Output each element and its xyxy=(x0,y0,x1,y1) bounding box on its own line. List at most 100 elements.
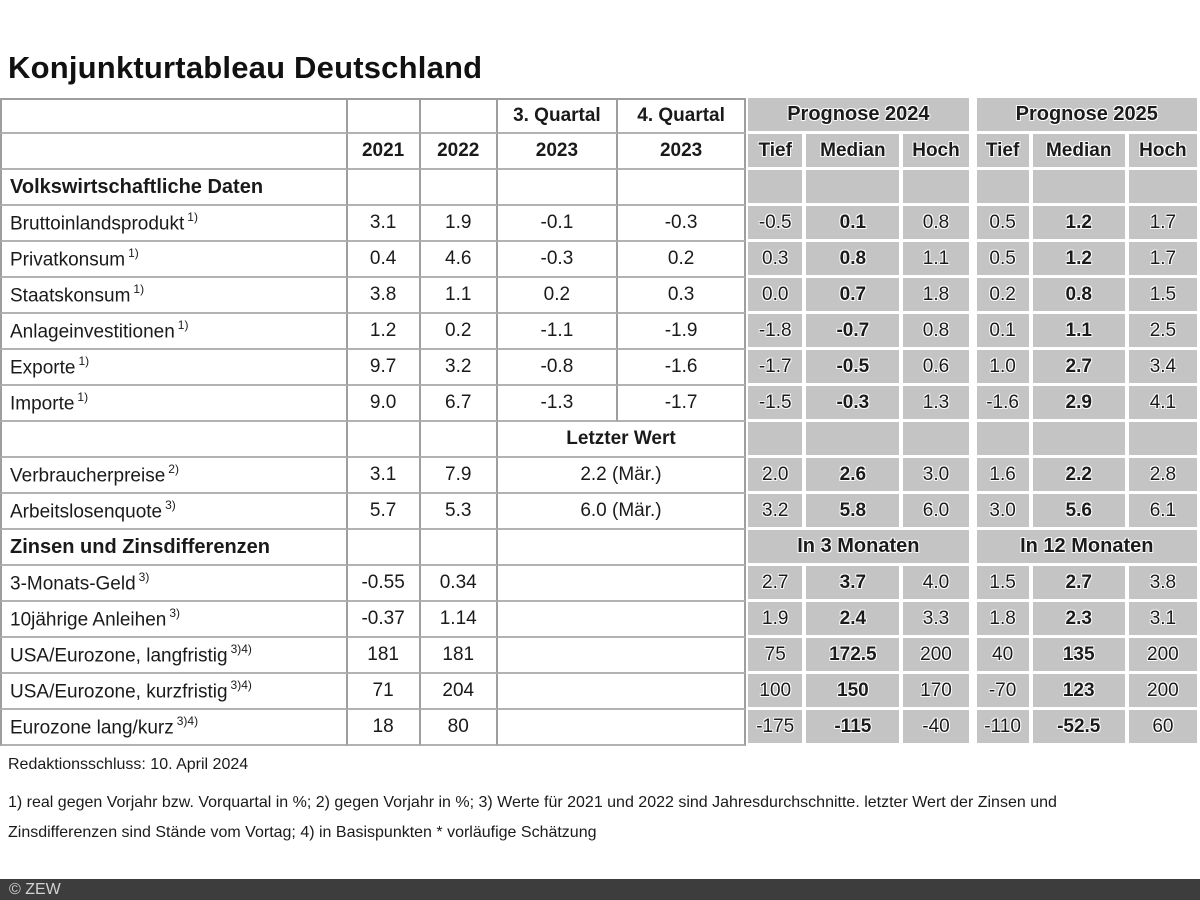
cell-hoch: 2.5 xyxy=(1126,314,1199,350)
cell-tief: -175 xyxy=(746,710,805,746)
footnote-sup: 3) xyxy=(165,497,176,512)
empty-forecast-cell xyxy=(1030,422,1127,458)
cell-value: 1.14 xyxy=(420,602,498,638)
cell-median: 2.4 xyxy=(804,602,902,638)
cell-value: -1.9 xyxy=(617,314,747,350)
cell-median: 2.6 xyxy=(804,458,902,494)
cell-value: 80 xyxy=(420,710,498,746)
cell-tief: -70 xyxy=(970,674,1031,710)
header-tief-2024: Tief xyxy=(746,134,805,170)
cell-hoch: 6.0 xyxy=(901,494,971,530)
cell-tief: -1.8 xyxy=(746,314,805,350)
header-median-2024: Median xyxy=(804,134,902,170)
cell-value: -1.3 xyxy=(497,386,618,422)
cell-tief: 0.0 xyxy=(746,278,805,314)
row-label-text: Verbraucherpreise xyxy=(10,465,166,487)
header-letzter-wert: Letzter Wert xyxy=(497,422,747,458)
table-row-eurozone-lang-kurz: Eurozone lang/kurz 3)4) 18 80 -175 -115 -… xyxy=(0,710,1199,746)
empty-forecast-cell xyxy=(970,170,1031,206)
row-label-text: Privatkonsum xyxy=(10,249,126,271)
empty-cell xyxy=(347,530,421,566)
header-q4-year: 2023 xyxy=(617,134,747,170)
cell-median: 172.5 xyxy=(804,638,902,674)
table-row-10jaehrige-anleihen: 10jährige Anleihen 3) -0.37 1.14 1.9 2.4 … xyxy=(0,602,1199,638)
cell-value: 1.1 xyxy=(420,278,498,314)
cell-hoch: 3.1 xyxy=(1126,602,1199,638)
redaktionsschluss-note: Redaktionsschluss: 10. April 2024 xyxy=(8,756,249,773)
cell-value: 204 xyxy=(420,674,498,710)
row-label-text: USA/Eurozone, langfristig xyxy=(10,645,228,667)
cell-hoch: 3.4 xyxy=(1126,350,1199,386)
cell-value: 9.7 xyxy=(347,350,421,386)
cell-hoch: 200 xyxy=(1126,674,1199,710)
footnote-sup: 1) xyxy=(78,353,90,368)
cell-letzter-wert: 2.2 (Mär.) xyxy=(497,458,747,494)
cell-value: 1.2 xyxy=(347,314,421,350)
cell-value: 71 xyxy=(347,674,421,710)
cell-hoch: 1.7 xyxy=(1126,206,1199,242)
cell-tief: 1.9 xyxy=(746,602,805,638)
cell-median: 135 xyxy=(1030,638,1127,674)
table-row-arbeitslosenquote: Arbeitslosenquote 3) 5.7 5.3 6.0 (Mär.) 3… xyxy=(0,494,1199,530)
cell-median: -52.5 xyxy=(1030,710,1127,746)
page-title: Konjunkturtableau Deutschland xyxy=(8,50,483,85)
cell-tief: 75 xyxy=(746,638,805,674)
cell-value: 18 xyxy=(347,710,421,746)
row-label-text: Exporte xyxy=(10,357,76,379)
cell-tief: 40 xyxy=(970,638,1031,674)
cell-value: 0.4 xyxy=(347,242,421,278)
cell-hoch: 60 xyxy=(1126,710,1199,746)
empty-cell xyxy=(0,98,348,134)
cell-value: 5.3 xyxy=(420,494,498,530)
cell-value: 0.2 xyxy=(617,242,747,278)
cell-hoch: 0.6 xyxy=(901,350,971,386)
row-label: Staatskonsum 1) xyxy=(0,278,348,314)
cell-median: 1.2 xyxy=(1030,242,1127,278)
row-label: Eurozone lang/kurz 3)4) xyxy=(0,710,348,746)
empty-forecast-cell xyxy=(804,170,902,206)
cell-value: 181 xyxy=(420,638,498,674)
row-label: Bruttoinlandsprodukt 1) xyxy=(0,206,348,242)
cell-hoch: 3.3 xyxy=(901,602,971,638)
cell-hoch: 3.0 xyxy=(901,458,971,494)
table-row-anlageinvestitionen: Anlageinvestitionen 1) 1.2 0.2 -1.1 -1.9 … xyxy=(0,314,1199,350)
table-row-staatskonsum: Staatskonsum 1) 3.8 1.1 0.2 0.3 0.0 0.7 1… xyxy=(0,278,1199,314)
footnote-sup: 3) xyxy=(169,605,181,620)
header-hoch-2025: Hoch xyxy=(1126,134,1199,170)
empty-cell xyxy=(497,602,747,638)
cell-median: -0.7 xyxy=(804,314,902,350)
header-in-3-monaten: In 3 Monaten xyxy=(746,530,971,566)
empty-cell xyxy=(420,170,498,206)
empty-cell xyxy=(420,98,498,134)
section-title: Zinsen und Zinsdifferenzen xyxy=(0,530,348,566)
header-row-quarters: 3. Quartal 4. Quartal Prognose 2024 Prog… xyxy=(0,98,1199,134)
header-tief-2025: Tief xyxy=(970,134,1031,170)
cell-hoch: 2.8 xyxy=(1126,458,1199,494)
cell-median: -0.3 xyxy=(804,386,902,422)
footnote-sup: 3)4) xyxy=(230,677,252,692)
cell-value: 0.3 xyxy=(617,278,747,314)
cell-value: 0.2 xyxy=(420,314,498,350)
empty-cell xyxy=(497,674,747,710)
row-label: 3-Monats-Geld 3) xyxy=(0,566,348,602)
cell-tief: 1.8 xyxy=(970,602,1031,638)
cell-median: 123 xyxy=(1030,674,1127,710)
cell-tief: 1.0 xyxy=(970,350,1031,386)
cell-hoch: -40 xyxy=(901,710,971,746)
cell-value: 181 xyxy=(347,638,421,674)
cell-median: 1.2 xyxy=(1030,206,1127,242)
cell-tief: 3.0 xyxy=(970,494,1031,530)
footer-notes: Redaktionsschluss: 10. April 2024 1) rea… xyxy=(0,746,1200,848)
row-label: 10jährige Anleihen 3) xyxy=(0,602,348,638)
cell-tief: 0.5 xyxy=(970,206,1031,242)
empty-cell xyxy=(617,170,747,206)
cell-value: 3.8 xyxy=(347,278,421,314)
cell-median: 1.1 xyxy=(1030,314,1127,350)
cell-hoch: 200 xyxy=(901,638,971,674)
empty-forecast-cell xyxy=(1030,170,1127,206)
cell-median: 2.9 xyxy=(1030,386,1127,422)
header-q4: 4. Quartal xyxy=(617,98,747,134)
header-hoch-2024: Hoch xyxy=(901,134,971,170)
section-row-volkswirtschaftliche-daten: Volkswirtschaftliche Daten xyxy=(0,170,1199,206)
cell-median: 5.6 xyxy=(1030,494,1127,530)
